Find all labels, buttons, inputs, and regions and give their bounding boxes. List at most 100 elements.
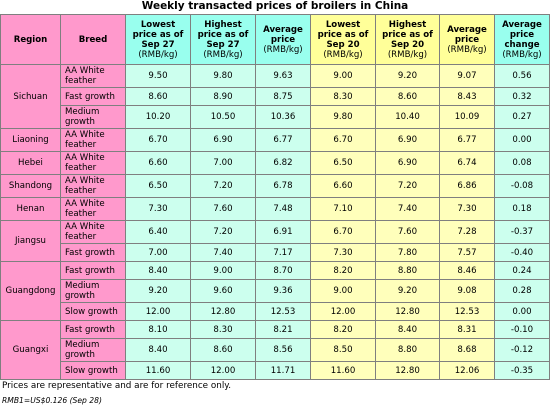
- average-sep20-cell: 12.53: [439, 302, 495, 321]
- lowest-sep20-cell: 9.00: [310, 64, 376, 88]
- highest-sep20-cell: 8.80: [375, 261, 440, 280]
- average-sep27-cell: 6.82: [255, 151, 311, 175]
- highest-sep27-cell: 7.20: [190, 174, 256, 198]
- highest-sep20-cell: 9.20: [375, 64, 440, 88]
- header-average-sep27: Average price (RMB/kg): [255, 14, 311, 65]
- average-sep27-cell: 6.78: [255, 174, 311, 198]
- average-change-cell: 0.08: [494, 151, 550, 175]
- highest-sep20-cell: 6.90: [375, 151, 440, 175]
- footnote: Prices are representative and are for re…: [2, 381, 232, 391]
- lowest-sep27-cell: 6.60: [125, 151, 191, 175]
- average-change-cell: -0.12: [494, 338, 550, 362]
- average-change-cell: -0.37: [494, 220, 550, 244]
- table-row: Medium growth 10.20 10.50 10.36 9.80 10.40 10.…: [1, 105, 550, 129]
- table-row: Henan AA White feather 7.30 7.60 7.48 7.10 7.4…: [0, 197, 550, 221]
- lowest-sep20-cell: 6.70: [310, 220, 376, 244]
- highest-sep20-cell: 7.40: [375, 197, 440, 221]
- region-cell: Shandong: [0, 174, 61, 198]
- lowest-sep27-cell: 12.00: [125, 302, 191, 321]
- average-change-cell: 0.00: [494, 302, 550, 321]
- header-highest-sep20: Highest price as of Sep 20 (RMB/kg): [375, 14, 440, 65]
- average-change-cell: 0.24: [494, 261, 550, 280]
- average-sep27-cell: 10.36: [255, 105, 311, 129]
- average-sep20-cell: 6.74: [439, 151, 495, 175]
- table-row: Fast growth 7.00 7.40 7.17 7.30 7.80 7.57 -0.40: [1, 243, 550, 262]
- average-change-cell: 0.28: [494, 279, 550, 303]
- lowest-sep20-cell: 8.50: [310, 338, 376, 362]
- average-sep27-cell: 11.71: [255, 361, 311, 380]
- lowest-sep27-cell: 7.30: [125, 197, 191, 221]
- breed-cell: AA White feather: [60, 128, 126, 152]
- table-row: Jiangsu AA White feather 6.40 7.20 6.91 6.70 7…: [0, 220, 550, 262]
- table-row: Guangdong Fast growth 8.40 9.00 8.70 8.20 8.80…: [0, 261, 550, 321]
- average-change-cell: 0.32: [494, 87, 550, 106]
- average-sep20-cell: 7.30: [439, 197, 495, 221]
- average-sep27-cell: 9.36: [255, 279, 311, 303]
- breed-cell: Medium growth: [60, 105, 126, 129]
- average-sep20-cell: 8.31: [439, 320, 495, 339]
- header-region: Region: [0, 14, 61, 65]
- highest-sep27-cell: 6.90: [190, 128, 256, 152]
- breed-cell: Medium growth: [60, 338, 126, 362]
- breed-cell: Fast growth: [60, 87, 126, 106]
- highest-sep27-cell: 9.80: [190, 64, 256, 88]
- average-sep20-cell: 6.77: [439, 128, 495, 152]
- breed-cell: Slow growth: [60, 361, 126, 380]
- highest-sep20-cell: 8.60: [375, 87, 440, 106]
- breed-cell: Slow growth: [60, 302, 126, 321]
- highest-sep27-cell: 7.60: [190, 197, 256, 221]
- lowest-sep27-cell: 6.70: [125, 128, 191, 152]
- lowest-sep20-cell: 11.60: [310, 361, 376, 380]
- lowest-sep20-cell: 7.30: [310, 243, 376, 262]
- highest-sep27-cell: 7.00: [190, 151, 256, 175]
- table-row: Fast growth 8.60 8.90 8.75 8.30 8.60 8.43 0.32: [1, 87, 550, 106]
- region-cell: Guangxi: [0, 320, 61, 380]
- average-sep20-cell: 8.46: [439, 261, 495, 280]
- highest-sep27-cell: 12.80: [190, 302, 256, 321]
- average-sep27-cell: 7.17: [255, 243, 311, 262]
- table-row: Medium growth 8.40 8.60 8.56 8.50 8.80 8.68 -0.…: [1, 338, 550, 362]
- breed-cell: Fast growth: [60, 320, 126, 339]
- region-cell: Henan: [0, 197, 61, 221]
- table-row: Liaoning AA White feather 6.70 6.90 6.77 6.70…: [0, 128, 550, 152]
- region-cell: Jiangsu: [0, 220, 61, 262]
- lowest-sep20-cell: 12.00: [310, 302, 376, 321]
- table-row: Shandong AA White feather 6.50 7.20 6.78 6.60…: [0, 174, 550, 198]
- breed-cell: AA White feather: [60, 64, 126, 88]
- lowest-sep27-cell: 9.20: [125, 279, 191, 303]
- header-highest-sep27: Highest price as of Sep 27 (RMB/kg): [190, 14, 256, 65]
- table-row: Sichuan AA White feather 9.50 9.80 9.63 9.00 9…: [0, 64, 550, 129]
- highest-sep27-cell: 8.60: [190, 338, 256, 362]
- average-sep20-cell: 9.08: [439, 279, 495, 303]
- lowest-sep27-cell: 9.50: [125, 64, 191, 88]
- average-sep27-cell: 9.63: [255, 64, 311, 88]
- average-change-cell: 0.56: [494, 64, 550, 88]
- highest-sep20-cell: 8.40: [375, 320, 440, 339]
- average-change-cell: 0.00: [494, 128, 550, 152]
- table-row: Medium growth 9.20 9.60 9.36 9.00 9.20 9.08 0.2…: [1, 279, 550, 303]
- table-row: Slow growth 12.00 12.80 12.53 12.00 12.80 12.5…: [1, 302, 550, 321]
- highest-sep27-cell: 9.60: [190, 279, 256, 303]
- highest-sep27-cell: 7.40: [190, 243, 256, 262]
- exchange-rate-note: RMB1=US$0.126 (Sep 28): [2, 396, 102, 405]
- highest-sep20-cell: 12.80: [375, 361, 440, 380]
- highest-sep27-cell: 9.00: [190, 261, 256, 280]
- lowest-sep27-cell: 8.10: [125, 320, 191, 339]
- average-change-cell: -0.35: [494, 361, 550, 380]
- lowest-sep20-cell: 8.20: [310, 261, 376, 280]
- average-sep20-cell: 7.28: [439, 220, 495, 244]
- highest-sep20-cell: 7.80: [375, 243, 440, 262]
- breed-cell: AA White feather: [60, 220, 126, 244]
- lowest-sep20-cell: 9.00: [310, 279, 376, 303]
- header-lowest-sep20: Lowest price as of Sep 20 (RMB/kg): [310, 14, 376, 65]
- average-sep20-cell: 12.06: [439, 361, 495, 380]
- lowest-sep20-cell: 6.70: [310, 128, 376, 152]
- highest-sep20-cell: 6.90: [375, 128, 440, 152]
- average-change-cell: -0.40: [494, 243, 550, 262]
- average-sep27-cell: 12.53: [255, 302, 311, 321]
- average-sep20-cell: 6.86: [439, 174, 495, 198]
- highest-sep27-cell: 8.30: [190, 320, 256, 339]
- table-title: Weekly transacted prices of broilers in …: [141, 0, 409, 12]
- header-row: Region Breed Lowest price as of Sep 27 (R…: [0, 14, 550, 65]
- breed-cell: AA White feather: [60, 197, 126, 221]
